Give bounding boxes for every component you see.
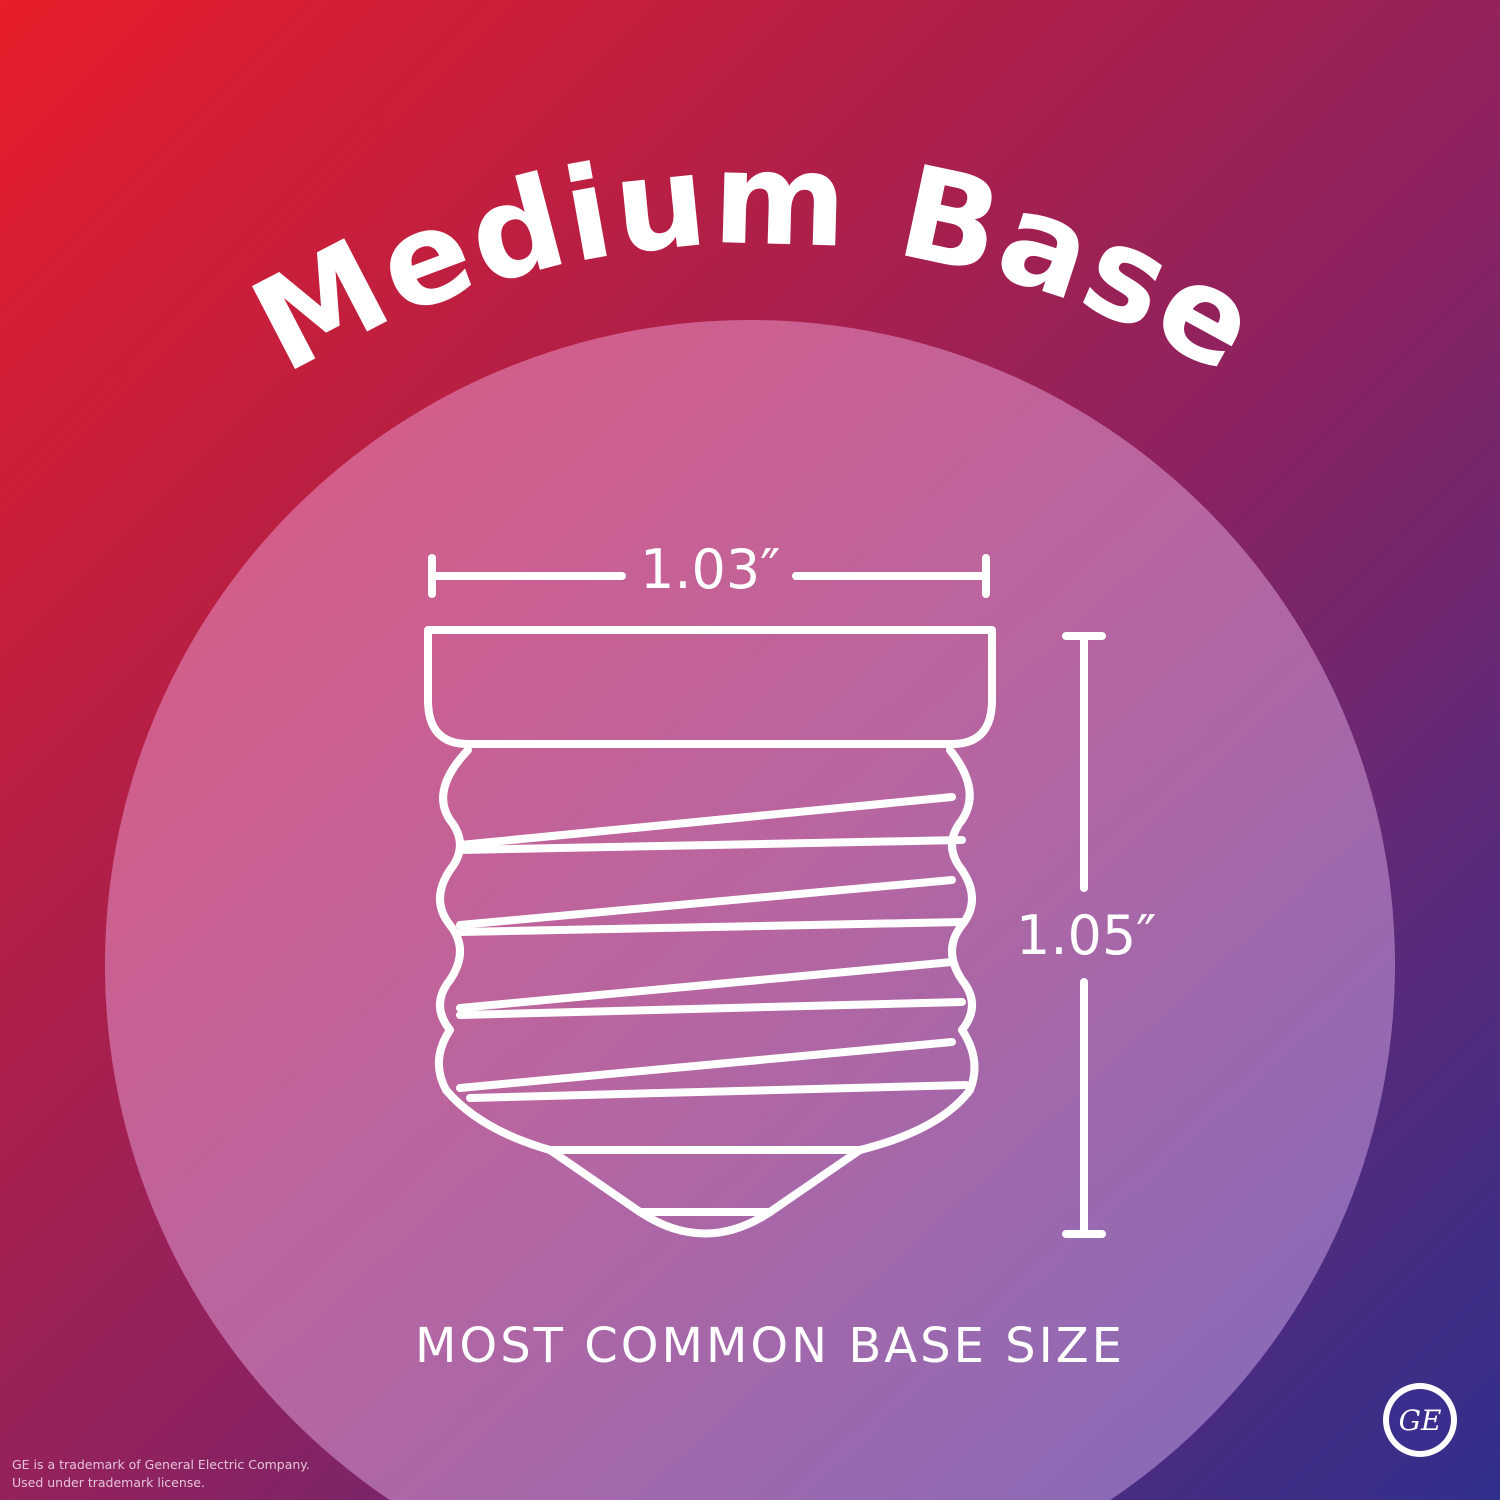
- bulb-base-drawing: [424, 554, 1106, 1238]
- height-label: 1.05″: [1016, 904, 1157, 967]
- caption: MOST COMMON BASE SIZE: [415, 1318, 1125, 1374]
- trademark-line-1: GE is a trademark of General Electric Co…: [12, 1457, 310, 1472]
- trademark-line-2: Used under trademark license.: [12, 1475, 205, 1490]
- ge-logo-icon: GE: [1383, 1383, 1457, 1457]
- trademark-notice: GE is a trademark of General Electric Co…: [12, 1456, 310, 1492]
- background-circle: [105, 320, 1396, 1500]
- svg-text:GE: GE: [1399, 1404, 1442, 1437]
- width-label: 1.03″: [640, 538, 781, 601]
